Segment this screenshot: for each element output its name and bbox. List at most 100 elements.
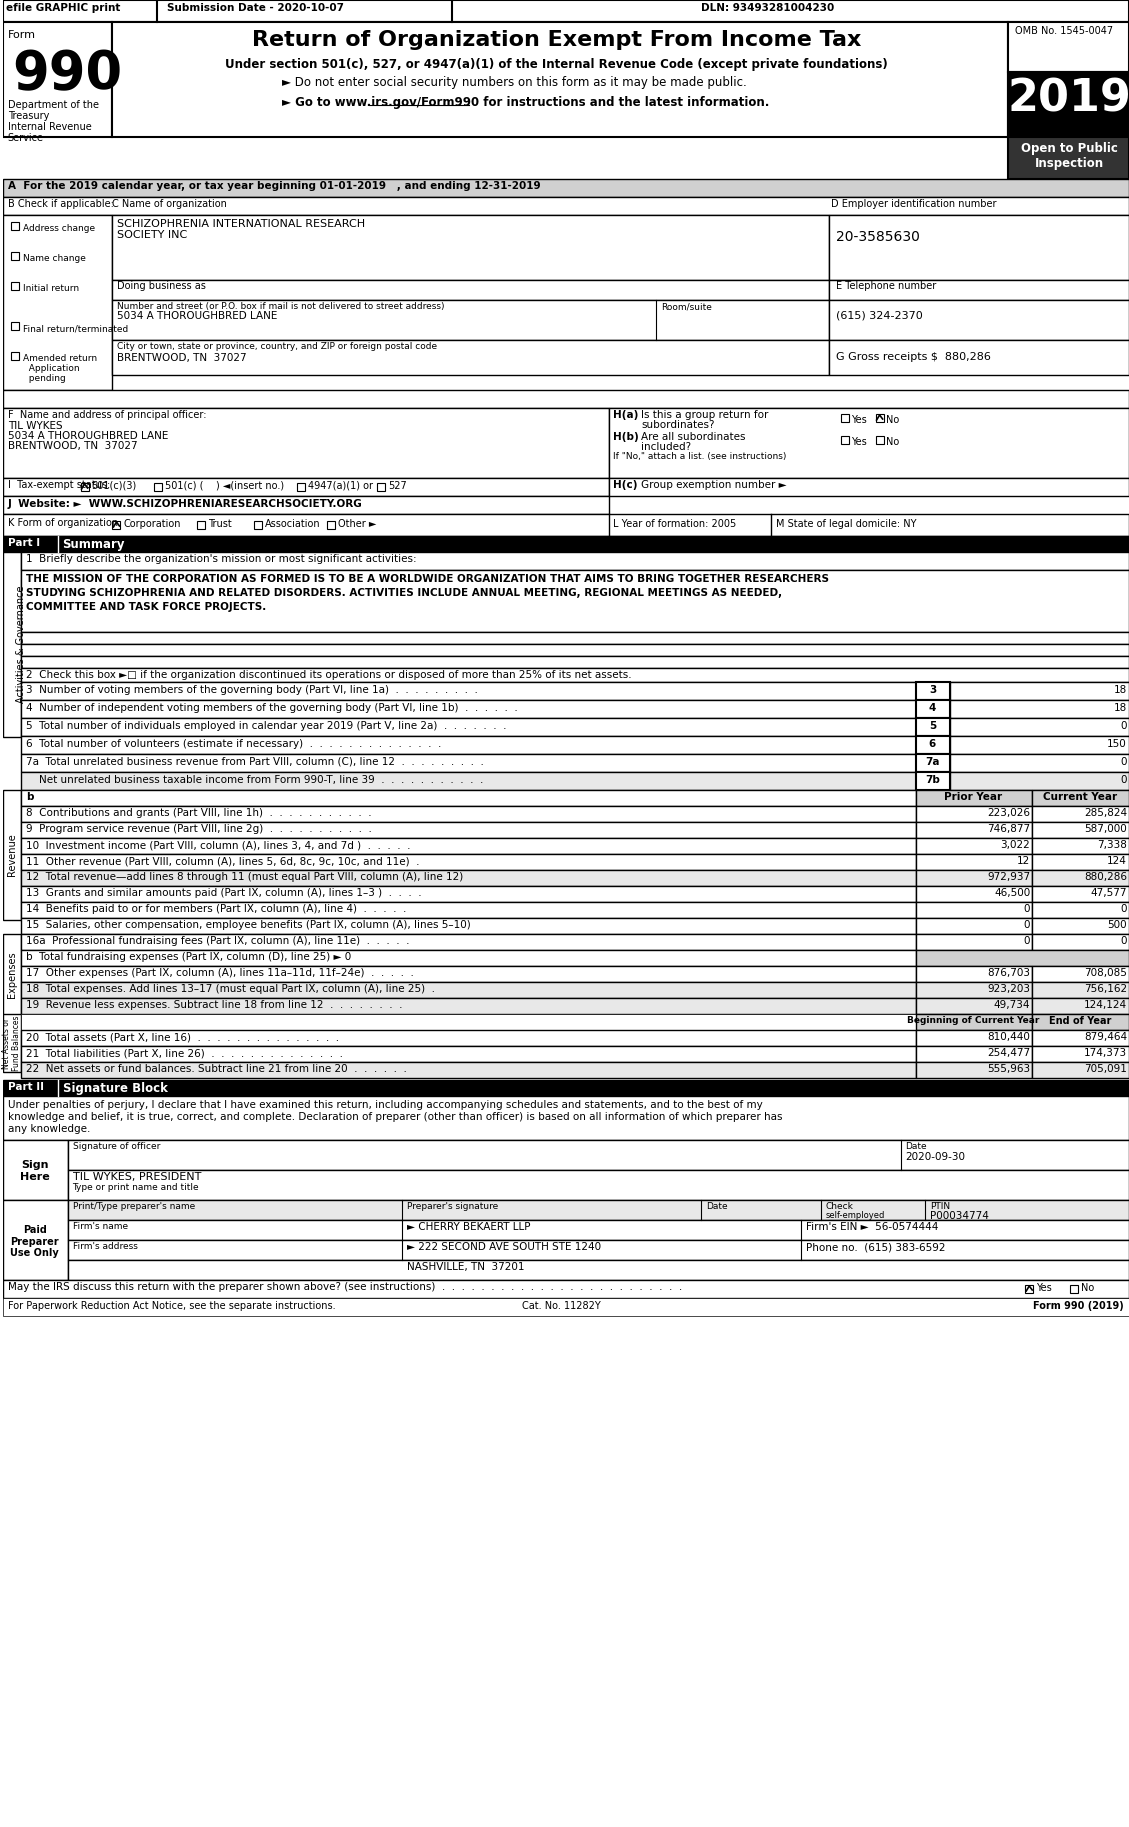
Bar bbox=[198, 521, 205, 530]
Text: Address change: Address change bbox=[23, 225, 95, 234]
Bar bbox=[68, 1261, 1129, 1281]
Text: 810,440: 810,440 bbox=[988, 1032, 1031, 1041]
Bar bbox=[916, 736, 951, 755]
Text: 3  Number of voting members of the governing body (Part VI, line 1a)  .  .  .  .: 3 Number of voting members of the govern… bbox=[26, 685, 478, 694]
Text: 18  Total expenses. Add lines 13–17 (must equal Part IX, column (A), line 25)  .: 18 Total expenses. Add lines 13–17 (must… bbox=[26, 985, 435, 994]
Bar bbox=[2, 0, 1129, 22]
Text: 0: 0 bbox=[1120, 722, 1127, 731]
Bar bbox=[1008, 137, 1129, 179]
Text: Yes: Yes bbox=[850, 415, 866, 426]
Bar bbox=[1032, 853, 1129, 870]
Bar bbox=[2, 479, 610, 495]
Text: Form: Form bbox=[8, 29, 36, 40]
Text: Sign
Here: Sign Here bbox=[20, 1160, 50, 1182]
Bar bbox=[20, 669, 1129, 681]
Text: 21  Total liabilities (Part X, line 26)  .  .  .  .  .  .  .  .  .  .  .  .  .  : 21 Total liabilities (Part X, line 26) .… bbox=[26, 1049, 343, 1058]
Text: Corporation: Corporation bbox=[123, 519, 181, 530]
Bar bbox=[2, 216, 113, 389]
Text: Yes: Yes bbox=[1036, 1283, 1052, 1294]
Bar bbox=[297, 482, 305, 491]
Bar bbox=[916, 934, 1032, 950]
Bar bbox=[2, 179, 1129, 197]
Bar bbox=[2, 1281, 1129, 1297]
Bar bbox=[916, 773, 951, 789]
Text: L Year of formation: 2005: L Year of formation: 2005 bbox=[613, 519, 736, 530]
Bar bbox=[951, 773, 1129, 789]
Text: TIL WYKES: TIL WYKES bbox=[8, 420, 62, 431]
Text: 174,373: 174,373 bbox=[1084, 1049, 1127, 1058]
Bar bbox=[1008, 71, 1129, 137]
Bar bbox=[916, 917, 1032, 934]
Bar bbox=[68, 1200, 1129, 1220]
Text: self-employed: self-employed bbox=[825, 1211, 885, 1220]
Text: ► Go to www.irs.gov/Form990 for instructions and the latest information.: ► Go to www.irs.gov/Form990 for instruct… bbox=[282, 97, 770, 110]
Bar bbox=[1032, 1014, 1129, 1030]
Bar bbox=[1032, 806, 1129, 822]
Text: Summary: Summary bbox=[62, 537, 125, 552]
Bar bbox=[20, 853, 916, 870]
Text: Beginning of Current Year: Beginning of Current Year bbox=[908, 1016, 1040, 1025]
Text: 501(c) (    ) ◄(insert no.): 501(c) ( ) ◄(insert no.) bbox=[165, 481, 285, 491]
Bar bbox=[2, 513, 1129, 535]
Bar bbox=[916, 839, 1032, 853]
Text: SOCIETY INC: SOCIETY INC bbox=[117, 230, 187, 239]
Bar bbox=[916, 681, 951, 700]
Text: K Form of organization:: K Form of organization: bbox=[8, 519, 121, 528]
Bar bbox=[20, 998, 916, 1014]
Bar bbox=[20, 966, 916, 981]
Text: ► CHERRY BEKAERT LLP: ► CHERRY BEKAERT LLP bbox=[406, 1222, 531, 1231]
Bar bbox=[951, 718, 1129, 736]
Bar bbox=[20, 570, 1129, 632]
Text: 0: 0 bbox=[1120, 935, 1127, 946]
Text: Cat. No. 11282Y: Cat. No. 11282Y bbox=[522, 1301, 601, 1312]
Text: Under penalties of perjury, I declare that I have examined this return, includin: Under penalties of perjury, I declare th… bbox=[8, 1100, 762, 1111]
Bar bbox=[20, 789, 916, 806]
Text: M State of legal domicile: NY: M State of legal domicile: NY bbox=[776, 519, 917, 530]
Text: May the IRS discuss this return with the preparer shown above? (see instructions: May the IRS discuss this return with the… bbox=[8, 1283, 682, 1292]
Text: J  Website: ►  WWW.SCHIZOPHRENIARESEARCHSOCIETY.ORG: J Website: ► WWW.SCHIZOPHRENIARESEARCHSO… bbox=[8, 499, 362, 510]
Bar bbox=[916, 1047, 1032, 1061]
Text: DLN: 93493281004230: DLN: 93493281004230 bbox=[701, 4, 834, 13]
Text: 4947(a)(1) or: 4947(a)(1) or bbox=[308, 481, 373, 491]
Text: 7b: 7b bbox=[925, 775, 940, 786]
Text: 19  Revenue less expenses. Subtract line 18 from line 12  .  .  .  .  .  .  .  .: 19 Revenue less expenses. Subtract line … bbox=[26, 999, 402, 1010]
Text: Service: Service bbox=[8, 133, 44, 143]
Bar bbox=[20, 1047, 916, 1061]
Bar bbox=[113, 521, 121, 530]
Text: 18: 18 bbox=[1113, 703, 1127, 713]
Text: Doing business as: Doing business as bbox=[117, 281, 207, 290]
Text: Date: Date bbox=[905, 1142, 927, 1151]
Bar bbox=[2, 197, 1129, 216]
Bar bbox=[951, 755, 1129, 773]
Text: 20  Total assets (Part X, line 16)  .  .  .  .  .  .  .  .  .  .  .  .  .  .  .: 20 Total assets (Part X, line 16) . . . … bbox=[26, 1032, 339, 1041]
Text: 10  Investment income (Part VIII, column (A), lines 3, 4, and 7d )  .  .  .  .  : 10 Investment income (Part VIII, column … bbox=[26, 840, 410, 850]
Text: ► Do not enter social security numbers on this form as it may be made public.: ► Do not enter social security numbers o… bbox=[282, 77, 746, 90]
Bar bbox=[1032, 966, 1129, 981]
Text: knowledge and belief, it is true, correct, and complete. Declaration of preparer: knowledge and belief, it is true, correc… bbox=[8, 1113, 782, 1122]
Text: 124,124: 124,124 bbox=[1084, 999, 1127, 1010]
Text: Current Year: Current Year bbox=[1043, 791, 1118, 802]
Bar bbox=[20, 886, 916, 903]
Text: b: b bbox=[26, 791, 33, 802]
Text: If "No," attach a list. (see instructions): If "No," attach a list. (see instruction… bbox=[613, 451, 787, 460]
Text: THE MISSION OF THE CORPORATION AS FORMED IS TO BE A WORLDWIDE ORGANIZATION THAT : THE MISSION OF THE CORPORATION AS FORMED… bbox=[26, 574, 829, 585]
Bar bbox=[916, 789, 1032, 806]
Bar bbox=[1032, 886, 1129, 903]
Bar bbox=[916, 903, 1032, 917]
Bar bbox=[1032, 1047, 1129, 1061]
Text: 2  Check this box ►□ if the organization discontinued its operations or disposed: 2 Check this box ►□ if the organization … bbox=[26, 671, 631, 680]
Text: 5  Total number of individuals employed in calendar year 2019 (Part V, line 2a) : 5 Total number of individuals employed i… bbox=[26, 722, 506, 731]
Bar bbox=[20, 839, 916, 853]
Text: P00034774: P00034774 bbox=[930, 1211, 989, 1220]
Bar bbox=[1032, 981, 1129, 998]
Text: 527: 527 bbox=[387, 481, 406, 491]
Text: included?: included? bbox=[641, 442, 691, 451]
Text: BRENTWOOD, TN  37027: BRENTWOOD, TN 37027 bbox=[117, 353, 247, 364]
Bar bbox=[829, 280, 1129, 300]
Bar bbox=[916, 886, 1032, 903]
Text: Prior Year: Prior Year bbox=[944, 791, 1003, 802]
Bar bbox=[876, 437, 884, 444]
Text: Phone no.  (615) 383-6592: Phone no. (615) 383-6592 bbox=[806, 1242, 945, 1251]
Bar bbox=[20, 917, 916, 934]
Text: Final return/terminated: Final return/terminated bbox=[23, 323, 128, 333]
